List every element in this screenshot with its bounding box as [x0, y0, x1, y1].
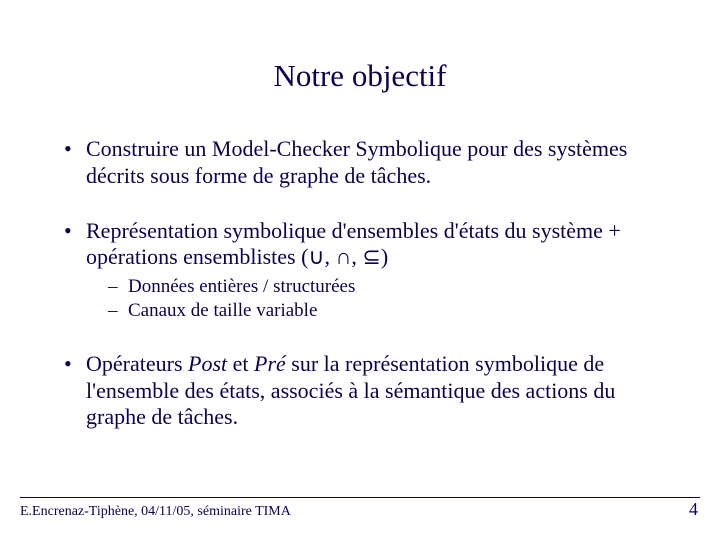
slide-title: Notre objectif	[0, 0, 720, 94]
sub-bullet-list: Données entières / structurées Canaux de…	[86, 271, 662, 323]
bullet-text: Opérateurs Post et Pré sur la représenta…	[86, 351, 615, 430]
slide-body: Construire un Model-Checker Symbolique p…	[0, 94, 720, 431]
sub-bullet-item: Données entières / structurées	[108, 275, 662, 299]
page-number: 4	[689, 499, 698, 520]
footer-rule	[20, 497, 700, 498]
sub-bullet-item: Canaux de taille variable	[108, 299, 662, 323]
bullet-text: Représentation symbolique d'ensembles d'…	[86, 218, 621, 270]
bullet-item: Représentation symbolique d'ensembles d'…	[58, 218, 662, 323]
bullet-text: Construire un Model-Checker Symbolique p…	[86, 136, 627, 188]
bullet-list: Construire un Model-Checker Symbolique p…	[58, 136, 662, 431]
footer-author: E.Encrenaz-Tiphène, 04/11/05, séminaire …	[20, 504, 291, 520]
sub-bullet-text: Données entières / structurées	[128, 276, 355, 297]
sub-bullet-text: Canaux de taille variable	[128, 300, 317, 321]
bullet-item: Construire un Model-Checker Symbolique p…	[58, 136, 662, 190]
slide: Notre objectif Construire un Model-Check…	[0, 0, 720, 540]
bullet-item: Opérateurs Post et Pré sur la représenta…	[58, 351, 662, 431]
